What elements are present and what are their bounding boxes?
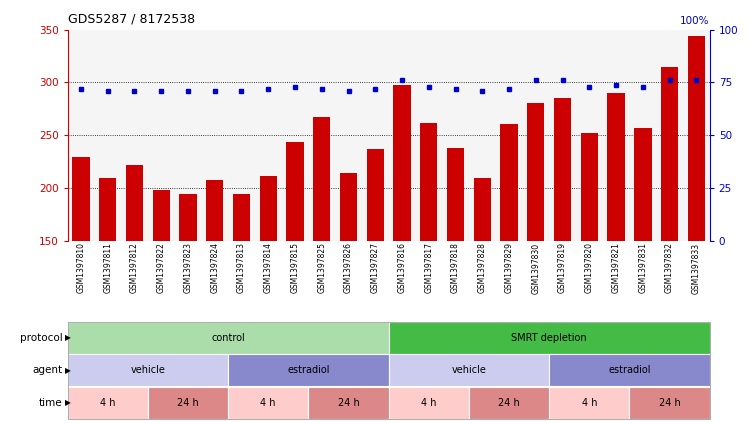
Bar xyxy=(500,124,517,400)
Bar xyxy=(474,178,491,400)
Bar xyxy=(394,85,411,400)
Text: 24 h: 24 h xyxy=(498,398,520,408)
Text: ▶: ▶ xyxy=(65,398,71,407)
Bar xyxy=(260,176,277,400)
Text: estradiol: estradiol xyxy=(608,365,650,375)
Bar xyxy=(661,67,678,400)
Text: control: control xyxy=(211,333,245,343)
Bar xyxy=(366,149,384,400)
Text: estradiol: estradiol xyxy=(287,365,330,375)
Bar xyxy=(553,99,572,400)
Text: 100%: 100% xyxy=(680,16,710,27)
Bar xyxy=(420,123,438,400)
Text: time: time xyxy=(39,398,62,408)
Bar xyxy=(179,194,197,400)
Text: ▶: ▶ xyxy=(65,333,71,342)
Bar xyxy=(286,142,303,400)
Text: agent: agent xyxy=(32,365,62,375)
Bar xyxy=(339,173,357,400)
Text: ▶: ▶ xyxy=(65,366,71,375)
Bar xyxy=(581,133,598,400)
Bar xyxy=(72,157,89,400)
Text: 24 h: 24 h xyxy=(177,398,199,408)
Text: 4 h: 4 h xyxy=(100,398,116,408)
Text: vehicle: vehicle xyxy=(451,365,487,375)
Bar xyxy=(152,190,170,400)
Text: vehicle: vehicle xyxy=(131,365,165,375)
Bar xyxy=(125,165,143,400)
Text: 4 h: 4 h xyxy=(581,398,597,408)
Text: 4 h: 4 h xyxy=(421,398,436,408)
Text: protocol: protocol xyxy=(20,333,62,343)
Bar xyxy=(688,36,705,400)
Text: 24 h: 24 h xyxy=(338,398,360,408)
Bar xyxy=(313,118,330,400)
Text: 24 h: 24 h xyxy=(659,398,680,408)
Bar xyxy=(608,93,625,400)
Bar xyxy=(634,128,652,400)
Bar xyxy=(206,180,224,400)
Text: GDS5287 / 8172538: GDS5287 / 8172538 xyxy=(68,12,195,25)
Bar xyxy=(99,178,116,400)
Bar xyxy=(233,194,250,400)
Bar xyxy=(447,148,464,400)
Text: 4 h: 4 h xyxy=(261,398,276,408)
Bar xyxy=(527,103,544,400)
Text: SMRT depletion: SMRT depletion xyxy=(511,333,587,343)
